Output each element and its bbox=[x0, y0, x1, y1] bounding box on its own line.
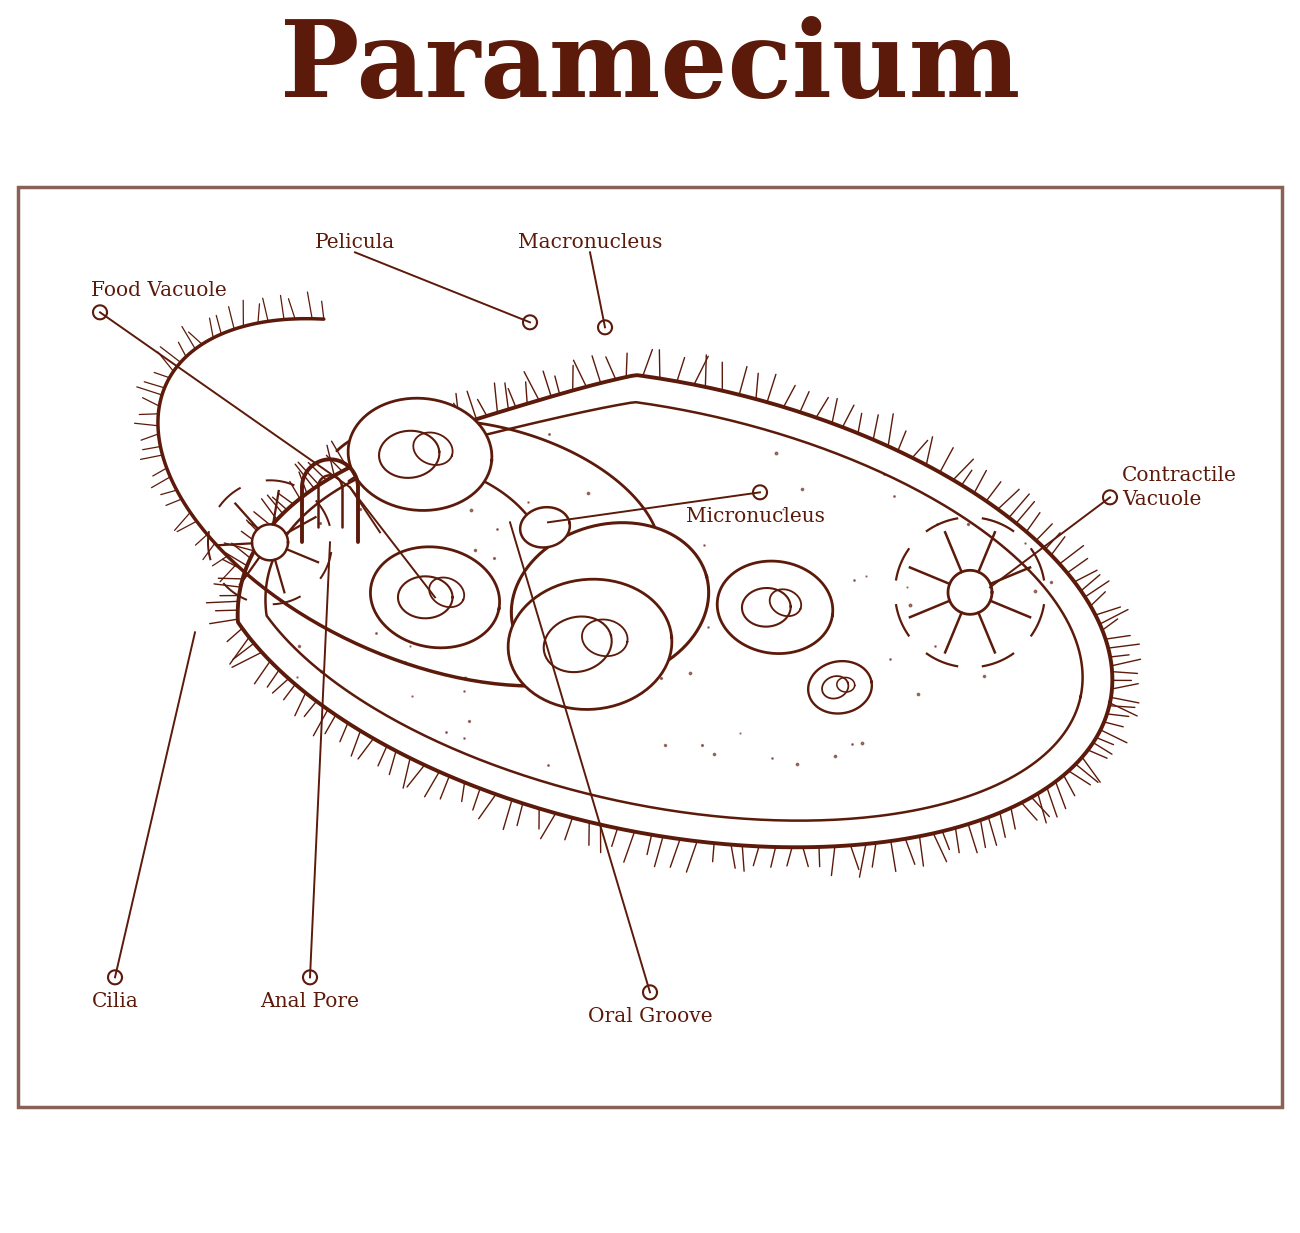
Polygon shape bbox=[770, 589, 801, 616]
Text: Food Vacuole: Food Vacuole bbox=[91, 281, 226, 301]
Polygon shape bbox=[948, 571, 992, 614]
Polygon shape bbox=[753, 486, 767, 499]
Polygon shape bbox=[508, 580, 672, 709]
Polygon shape bbox=[429, 577, 464, 607]
Text: Oral Groove: Oral Groove bbox=[588, 1007, 712, 1026]
Polygon shape bbox=[837, 677, 854, 692]
Text: Anal Pore: Anal Pore bbox=[260, 993, 360, 1011]
Polygon shape bbox=[108, 970, 122, 984]
Polygon shape bbox=[370, 546, 499, 647]
Polygon shape bbox=[380, 430, 439, 478]
Polygon shape bbox=[582, 619, 628, 656]
Polygon shape bbox=[718, 561, 833, 653]
Polygon shape bbox=[94, 306, 107, 319]
Polygon shape bbox=[238, 375, 1113, 847]
Polygon shape bbox=[822, 676, 849, 699]
Text: Cilia: Cilia bbox=[91, 993, 138, 1011]
Polygon shape bbox=[644, 985, 656, 999]
Polygon shape bbox=[523, 316, 537, 329]
Polygon shape bbox=[809, 661, 872, 714]
Text: Micronucleus: Micronucleus bbox=[685, 507, 824, 526]
Text: Pelicula: Pelicula bbox=[315, 233, 395, 253]
Polygon shape bbox=[252, 524, 289, 560]
Text: Macronucleus: Macronucleus bbox=[517, 233, 662, 253]
Polygon shape bbox=[303, 970, 317, 984]
Polygon shape bbox=[398, 576, 452, 618]
Polygon shape bbox=[598, 321, 612, 334]
Polygon shape bbox=[511, 523, 708, 682]
Polygon shape bbox=[543, 616, 612, 672]
Polygon shape bbox=[348, 398, 491, 510]
Polygon shape bbox=[413, 433, 452, 465]
Text: Paramecium: Paramecium bbox=[280, 16, 1021, 118]
Polygon shape bbox=[520, 507, 569, 547]
Polygon shape bbox=[1102, 491, 1117, 504]
Polygon shape bbox=[742, 588, 790, 626]
Text: Contractile
Vacuole: Contractile Vacuole bbox=[1122, 466, 1236, 508]
